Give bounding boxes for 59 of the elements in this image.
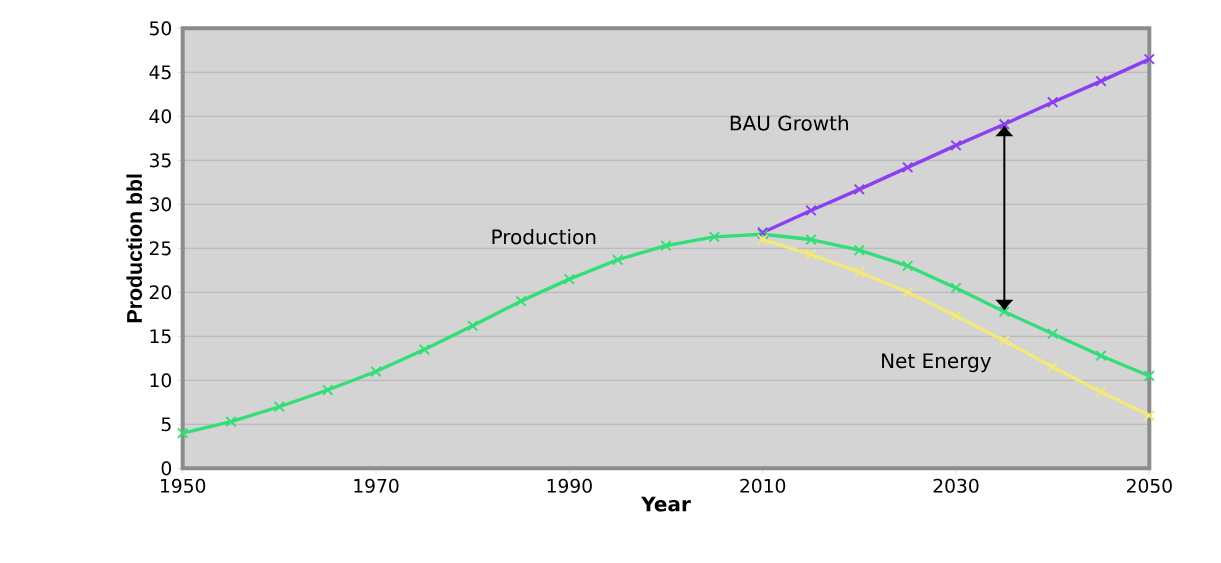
point [1143,370,1155,382]
y-tick-label: 50 [149,21,172,36]
point [1047,96,1059,108]
y-tick-label: 25 [149,241,171,256]
y-tick-label: 30 [149,197,172,212]
point [177,427,189,439]
y-axis-title: Production bbl [126,174,143,323]
point [1095,350,1107,362]
x-axis-title: Year [641,496,691,512]
y-tick-label: 15 [150,329,171,344]
point [1143,53,1155,65]
point [950,139,962,152]
point [805,248,817,261]
point [273,401,285,413]
point [467,320,479,332]
y-tick-label: 5 [161,417,171,432]
y-tick-label: 35 [149,153,171,168]
x-tick-label: 2050 [1126,478,1172,493]
point [998,118,1010,130]
y-tick-label: 10 [150,373,172,388]
point [370,365,382,378]
point [805,233,817,246]
x-tick-label: 2010 [740,478,786,493]
point [805,204,817,217]
x-tick-label: 1970 [354,478,399,493]
text: BAU Growth [730,115,848,131]
series-label: Net Energy [882,353,992,373]
point [225,416,237,428]
point [950,310,962,322]
point [708,231,720,243]
x-tick-label: 1950 [160,478,206,493]
point [612,254,624,266]
point [1047,361,1059,373]
x-tick-label: 2030 [933,478,979,493]
y-tick-label: 0 [161,461,172,476]
point [1047,328,1059,340]
x-tick-label: 1990 [547,478,592,493]
point [853,244,865,256]
point [1143,409,1155,422]
series-label: Production [492,228,596,245]
point [853,183,865,196]
point [563,273,575,285]
point [853,266,865,278]
point [1095,75,1107,87]
y-tick-label: 20 [149,285,172,300]
point [902,161,914,174]
y-tick-label: 40 [149,109,172,124]
point [1095,386,1107,398]
point [950,282,962,294]
y-tick-label: 45 [149,65,171,80]
point [660,240,672,252]
point [998,335,1010,347]
point [515,295,527,307]
point [757,233,769,246]
point [418,343,430,356]
point [902,286,914,298]
point [322,384,334,396]
point [998,306,1010,318]
point [902,260,914,272]
